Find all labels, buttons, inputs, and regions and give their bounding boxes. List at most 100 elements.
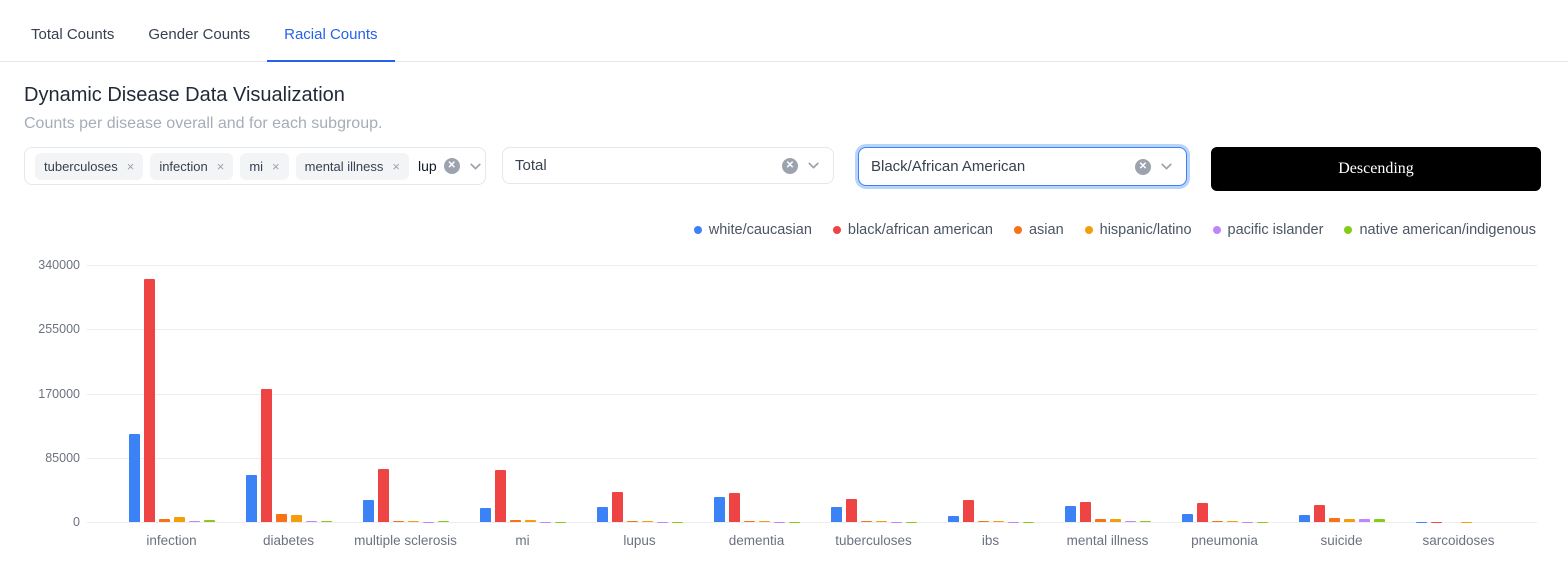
sort-order-button[interactable]: Descending	[1211, 147, 1541, 191]
bar-infection-asian[interactable]	[158, 519, 170, 522]
bar-lupus-white-caucasian[interactable]	[596, 506, 608, 522]
bar-mental-illness-asian[interactable]	[1094, 518, 1106, 522]
remove-tag-icon[interactable]: ×	[216, 158, 225, 174]
bar-mental-illness-pacific-islander[interactable]	[1124, 521, 1136, 522]
bar-infection-hispanic-latino[interactable]	[173, 516, 185, 522]
bar-group-multiple-sclerosis	[347, 265, 464, 522]
bar-tuberculoses-white-caucasian[interactable]	[830, 507, 842, 522]
gridline	[87, 329, 1537, 331]
legend-item-hispanic-latino[interactable]: hispanic/latino	[1084, 222, 1192, 238]
bar-mi-hispanic-latino[interactable]	[524, 520, 536, 522]
bar-diabetes-black-african-american[interactable]	[260, 388, 272, 522]
chevron-down-icon[interactable]	[468, 159, 483, 174]
x-tick-label: mental illness	[1066, 533, 1149, 548]
bar-dementia-asian[interactable]	[743, 520, 755, 522]
bar-pneumonia-black-african-american[interactable]	[1196, 502, 1208, 522]
legend-item-native-american-indigenous[interactable]: native american/indigenous	[1344, 222, 1536, 238]
bar-dementia-hispanic-latino[interactable]	[758, 520, 770, 522]
legend-item-asian[interactable]: asian	[1013, 222, 1064, 238]
bar-infection-pacific-islander[interactable]	[188, 521, 200, 522]
bar-tuberculoses-black-african-american[interactable]	[845, 499, 857, 522]
legend-label: native american/indigenous	[1359, 222, 1536, 238]
bar-multiple-sclerosis-black-african-american[interactable]	[377, 469, 389, 522]
bar-mental-illness-white-caucasian[interactable]	[1064, 505, 1076, 522]
bar-ibs-white-caucasian[interactable]	[947, 515, 959, 522]
bar-pneumonia-asian[interactable]	[1211, 521, 1223, 522]
legend-item-pacific-islander[interactable]: pacific islander	[1212, 222, 1324, 238]
count-type-select[interactable]: Total ✕	[502, 147, 834, 184]
bar-multiple-sclerosis-hispanic-latino[interactable]	[407, 520, 419, 522]
legend-label: pacific islander	[1227, 222, 1324, 238]
bar-dementia-black-african-american[interactable]	[728, 492, 740, 522]
gridline	[87, 457, 1537, 459]
subgroup-select[interactable]: Black/African American ✕	[858, 147, 1187, 186]
disease-search-input[interactable]: lup	[418, 158, 437, 174]
bar-tuberculoses-hispanic-latino[interactable]	[875, 520, 887, 522]
y-tick-label: 340000	[38, 258, 80, 272]
bar-suicide-black-african-american[interactable]	[1313, 504, 1325, 522]
bar-multiple-sclerosis-native-american-indigenous[interactable]	[437, 520, 449, 522]
bar-multiple-sclerosis-asian[interactable]	[392, 520, 404, 522]
bar-dementia-white-caucasian[interactable]	[713, 496, 725, 522]
remove-tag-icon[interactable]: ×	[392, 158, 400, 174]
chevron-down-icon[interactable]	[1159, 159, 1174, 174]
remove-tag-icon[interactable]: ×	[126, 158, 135, 174]
bar-ibs-asian[interactable]	[977, 521, 989, 522]
bar-mi-white-caucasian[interactable]	[479, 508, 491, 522]
bar-infection-white-caucasian[interactable]	[128, 433, 140, 522]
legend-item-white-caucasian[interactable]: white/caucasian	[693, 222, 812, 238]
legend-dot-icon	[1344, 226, 1353, 234]
bar-suicide-native-american-indigenous[interactable]	[1373, 518, 1385, 522]
legend-item-black-african-american[interactable]: black/african american	[832, 222, 993, 238]
bar-ibs-hispanic-latino[interactable]	[992, 521, 1004, 522]
y-tick-label: 170000	[38, 386, 80, 401]
x-axis-labels: infection diabetes multiple sclerosis mi lup…	[113, 533, 1517, 548]
clear-icon[interactable]: ✕	[1135, 158, 1151, 175]
bar-suicide-pacific-islander[interactable]	[1358, 518, 1370, 522]
bar-suicide-white-caucasian[interactable]	[1298, 514, 1310, 522]
bar-lupus-black-african-american[interactable]	[611, 491, 623, 522]
remove-tag-icon[interactable]: ×	[272, 158, 280, 174]
bar-group-ibs	[932, 265, 1049, 522]
tab-total-counts[interactable]: Total Counts	[31, 26, 115, 43]
y-tick-label: 85000	[45, 450, 80, 465]
bar-diabetes-pacific-islander[interactable]	[305, 521, 317, 522]
clear-all-icon[interactable]: ✕	[443, 158, 460, 174]
bar-diabetes-hispanic-latino[interactable]	[290, 515, 302, 522]
chart-legend: white/caucasian black/african american asi…	[693, 222, 1536, 238]
bar-mental-illness-black-african-american[interactable]	[1079, 502, 1091, 522]
bar-suicide-hispanic-latino[interactable]	[1343, 519, 1355, 522]
bar-group-sarcoidoses	[1400, 265, 1517, 522]
bar-lupus-asian[interactable]	[626, 521, 638, 522]
bar-infection-black-african-american[interactable]	[143, 279, 155, 522]
bar-lupus-hispanic-latino[interactable]	[641, 521, 653, 522]
x-tick-label: suicide	[1320, 533, 1363, 548]
bar-mental-illness-hispanic-latino[interactable]	[1109, 518, 1121, 522]
disease-multiselect[interactable]: tuberculoses × infection × mi × mental illness…	[24, 147, 486, 185]
bar-suicide-asian[interactable]	[1328, 518, 1340, 522]
x-tick-label: diabetes	[262, 533, 315, 548]
bar-mi-black-african-american[interactable]	[494, 469, 506, 522]
tab-racial-counts[interactable]: Racial Counts	[267, 14, 395, 62]
subgroup-value: Black/African American	[871, 158, 1026, 175]
chevron-down-icon[interactable]	[806, 158, 821, 173]
bar-group-pneumonia	[1166, 265, 1283, 522]
bar-ibs-black-african-american[interactable]	[962, 500, 974, 522]
legend-label: white/caucasian	[708, 222, 812, 238]
bar-diabetes-white-caucasian[interactable]	[245, 475, 257, 522]
tag-label: infection	[159, 158, 208, 174]
bar-tuberculoses-asian[interactable]	[860, 520, 872, 522]
bar-pneumonia-white-caucasian[interactable]	[1181, 514, 1193, 522]
bar-multiple-sclerosis-white-caucasian[interactable]	[362, 500, 374, 522]
clear-icon[interactable]: ✕	[782, 157, 798, 174]
bar-pneumonia-hispanic-latino[interactable]	[1226, 520, 1238, 522]
gridline	[87, 265, 1537, 266]
bar-diabetes-asian[interactable]	[275, 513, 287, 522]
tab-gender-counts[interactable]: Gender Counts	[148, 26, 251, 43]
bar-mental-illness-native-american-indigenous[interactable]	[1139, 520, 1151, 522]
bar-mi-asian[interactable]	[509, 520, 521, 522]
page-title: Dynamic Disease Data Visualization	[24, 84, 345, 106]
x-tick-label: infection	[146, 533, 197, 548]
bar-diabetes-native-american-indigenous[interactable]	[320, 520, 332, 522]
bar-infection-native-american-indigenous[interactable]	[203, 520, 215, 522]
